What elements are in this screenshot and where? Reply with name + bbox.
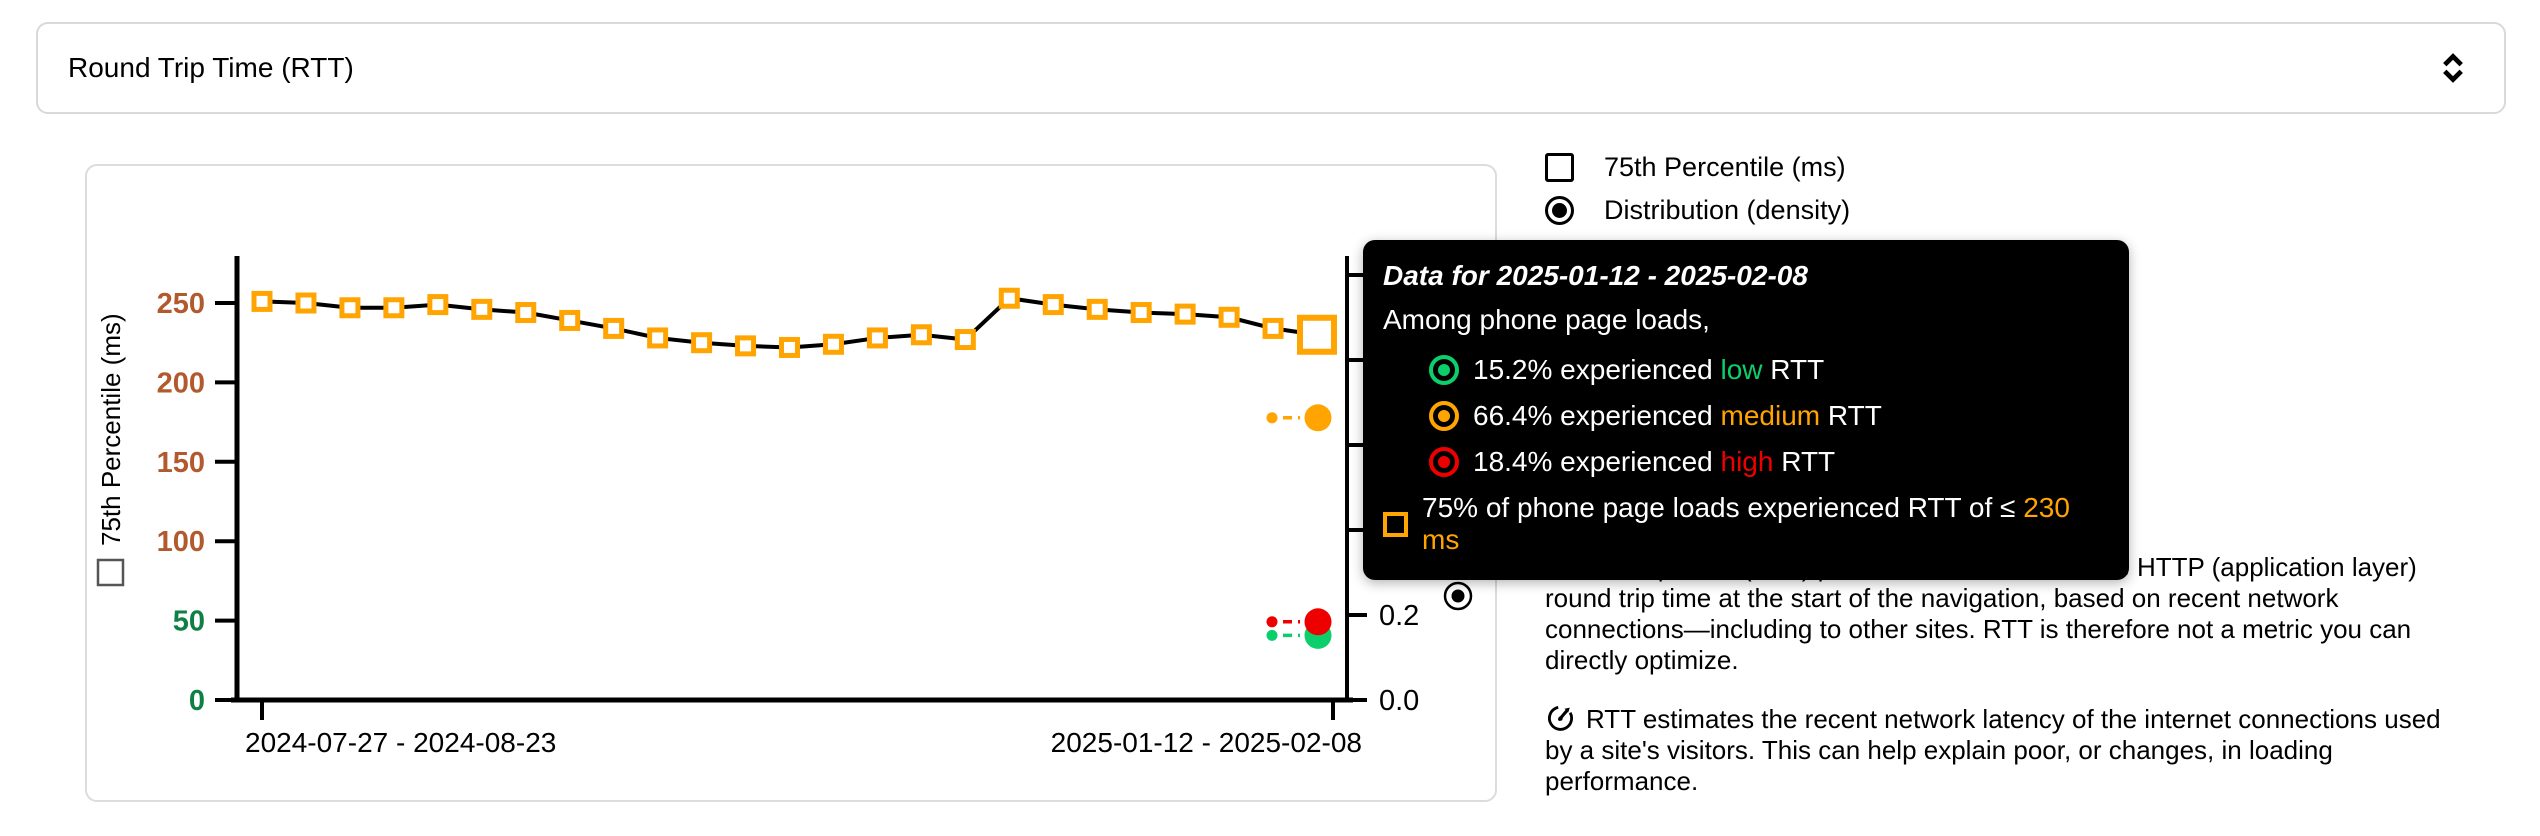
metric-description: Round Trip Time (RTT) provides an estima… <box>1545 552 2450 823</box>
tooltip-row-text: 18.4% experienced high RTT <box>1473 446 1836 477</box>
tooltip-percentile-row: 75% of phone page loads experienced RTT … <box>1383 492 2105 556</box>
chart-tooltip: Data for 2025-01-12 - 2025-02-08 Among p… <box>1363 240 2129 580</box>
tooltip-subtitle: Among phone page loads, <box>1383 304 1710 335</box>
rtt-explanation-paragraph: RTT estimates the recent network latency… <box>1545 704 2441 796</box>
medium-density-dot-icon <box>1429 401 1459 431</box>
legend-distribution[interactable]: Distribution (density) <box>1545 195 1850 226</box>
tooltip-low-row: 15.2% experienced low RTT <box>1383 354 2105 386</box>
low-density-dot-icon <box>1429 355 1459 385</box>
tooltip-high-row: 18.4% experienced high RTT <box>1383 446 2105 478</box>
metric-dropdown[interactable]: Round Trip Time (RTT) <box>36 22 2506 114</box>
tooltip-row-text: 15.2% experienced low RTT <box>1473 354 1825 385</box>
tooltip-row-text: 75% of phone page loads experienced RTT … <box>1422 492 2070 555</box>
gauge-icon <box>1547 705 1574 731</box>
legend-label: Distribution (density) <box>1604 195 1851 225</box>
legend-label: 75th Percentile (ms) <box>1604 152 1846 182</box>
percentile-square-icon <box>1383 511 1408 537</box>
high-density-dot-icon <box>1429 447 1459 477</box>
select-chevrons-icon <box>2443 53 2463 83</box>
tooltip-title: Data for 2025-01-12 - 2025-02-08 <box>1383 260 1808 291</box>
checkbox-unchecked-icon <box>1545 153 1574 182</box>
tooltip-row-text: 66.4% experienced medium RTT <box>1473 400 1882 431</box>
radio-selected-icon <box>1545 196 1574 225</box>
chart-legend: 75th Percentile (ms) Distribution (densi… <box>1545 152 1850 238</box>
chart-card <box>85 164 1497 802</box>
tooltip-medium-row: 66.4% experienced medium RTT <box>1383 400 2105 432</box>
legend-75th-percentile[interactable]: 75th Percentile (ms) <box>1545 152 1850 183</box>
metric-dropdown-value: Round Trip Time (RTT) <box>68 52 354 83</box>
